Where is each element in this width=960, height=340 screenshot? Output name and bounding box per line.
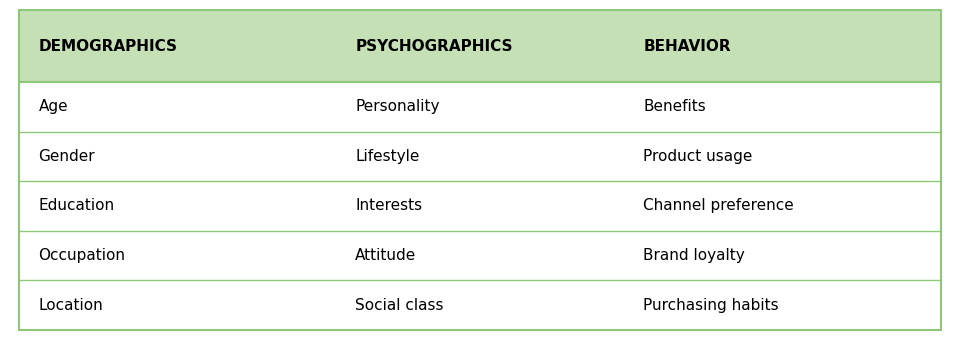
Text: PSYCHOGRAPHICS: PSYCHOGRAPHICS [355,39,513,54]
Text: Brand loyalty: Brand loyalty [643,248,745,263]
Text: DEMOGRAPHICS: DEMOGRAPHICS [38,39,178,54]
Bar [19,82,941,330]
Text: Product usage: Product usage [643,149,753,164]
Text: Personality: Personality [355,99,440,114]
Text: Attitude: Attitude [355,248,417,263]
Text: Social class: Social class [355,298,444,312]
Text: Location: Location [38,298,103,312]
Text: Age: Age [38,99,68,114]
Text: Purchasing habits: Purchasing habits [643,298,779,312]
Text: Lifestyle: Lifestyle [355,149,420,164]
Text: Channel preference: Channel preference [643,199,794,214]
Text: Occupation: Occupation [38,248,126,263]
Text: Education: Education [38,199,114,214]
Text: Gender: Gender [38,149,95,164]
Text: Interests: Interests [355,199,422,214]
Text: BEHAVIOR: BEHAVIOR [643,39,731,54]
Bar [19,10,941,82]
Text: Benefits: Benefits [643,99,706,114]
